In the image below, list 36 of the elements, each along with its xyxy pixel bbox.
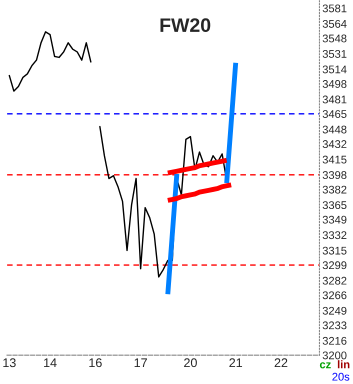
text: lin [338, 360, 350, 368]
y-tick-label: 3481 [322, 96, 346, 104]
x-tick-label: 17 [134, 358, 147, 368]
y-tick-label: 3448 [322, 126, 346, 134]
y-tick-label: 3315 [322, 246, 346, 255]
x-tick-label: 20 [184, 358, 197, 368]
y-tick-label: 3365 [322, 201, 346, 210]
x-tick-label: 13 [3, 358, 16, 368]
y-tick-label: 3564 [322, 20, 347, 28]
line-series [165, 182, 234, 203]
y-tick-label: 3514 [322, 65, 347, 74]
y-tick-label: 3531 [322, 50, 346, 58]
y-tick-label: 3432 [322, 140, 346, 148]
y-tick-label: 3398 [322, 171, 346, 180]
x-tick-label: 21 [229, 358, 242, 368]
y-tick-label: 3498 [322, 80, 346, 88]
x-tick-label: 16 [89, 358, 102, 368]
text: 20s [332, 372, 350, 381]
y-tick-label: 3216 [322, 336, 346, 345]
y-tick-label: 3266 [322, 291, 346, 300]
y-tick-label: 3548 [322, 34, 346, 42]
y-tick-label: 3332 [322, 231, 346, 240]
y-tick-label: 3233 [322, 321, 346, 330]
y-tick-label: 3200 [322, 351, 347, 360]
y-tick-label: 3465 [322, 110, 346, 118]
x-tick-label: 22 [274, 358, 288, 368]
y-tick-label: 3249 [322, 306, 346, 315]
y-tick-label: 3415 [322, 156, 346, 164]
x-tick-label: 14 [44, 358, 57, 368]
y-tick-label: 3382 [322, 186, 346, 194]
text: cz [320, 362, 331, 368]
text: FW20 [160, 18, 210, 32]
y-tick-label: 3581 [322, 4, 346, 12]
y-tick-label: 3349 [322, 216, 346, 224]
y-tick-label: 3282 [322, 276, 346, 285]
y-tick-label: 3299 [322, 261, 346, 270]
